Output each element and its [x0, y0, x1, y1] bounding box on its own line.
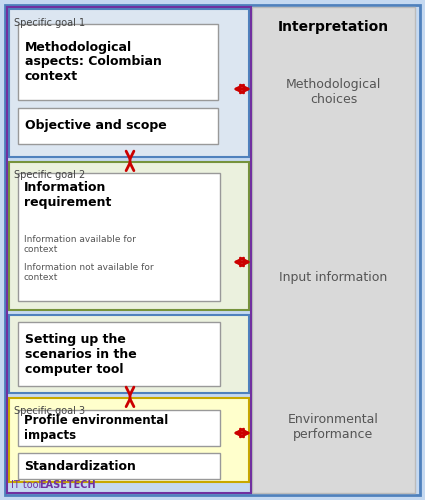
Text: Methodological
aspects: Colombian
context: Methodological aspects: Colombian contex…: [25, 40, 162, 84]
Bar: [9, 162, 249, 310]
Text: Setting up the
scenarios in the
computer tool: Setting up the scenarios in the computer…: [25, 332, 137, 376]
Text: Information not available for
context: Information not available for context: [24, 263, 153, 282]
Text: Information available for
context: Information available for context: [24, 235, 136, 255]
Text: Specific goal 1: Specific goal 1: [14, 18, 85, 28]
Bar: [7, 7, 251, 493]
Bar: [9, 9, 249, 157]
Bar: [18, 108, 218, 144]
Text: Objective and scope: Objective and scope: [25, 120, 167, 132]
Bar: [18, 453, 220, 479]
Text: IT tool:: IT tool:: [11, 480, 48, 490]
Text: Methodological
choices: Methodological choices: [286, 78, 381, 106]
Bar: [18, 322, 220, 386]
Text: Profile environmental
impacts: Profile environmental impacts: [24, 414, 168, 442]
Bar: [9, 398, 249, 482]
Bar: [18, 24, 218, 100]
Text: Input information: Input information: [279, 270, 388, 283]
Bar: [18, 173, 220, 301]
Text: Information
requirement: Information requirement: [24, 181, 111, 209]
Text: Specific goal 3: Specific goal 3: [14, 406, 85, 416]
Text: Specific goal 2: Specific goal 2: [14, 170, 85, 180]
Text: Interpretation: Interpretation: [278, 20, 389, 34]
Text: EASETECH: EASETECH: [39, 480, 96, 490]
Text: Environmental
performance: Environmental performance: [288, 413, 379, 441]
Text: Standardization: Standardization: [24, 460, 136, 472]
Bar: [9, 315, 249, 393]
Bar: [18, 410, 220, 446]
Bar: [252, 7, 415, 493]
